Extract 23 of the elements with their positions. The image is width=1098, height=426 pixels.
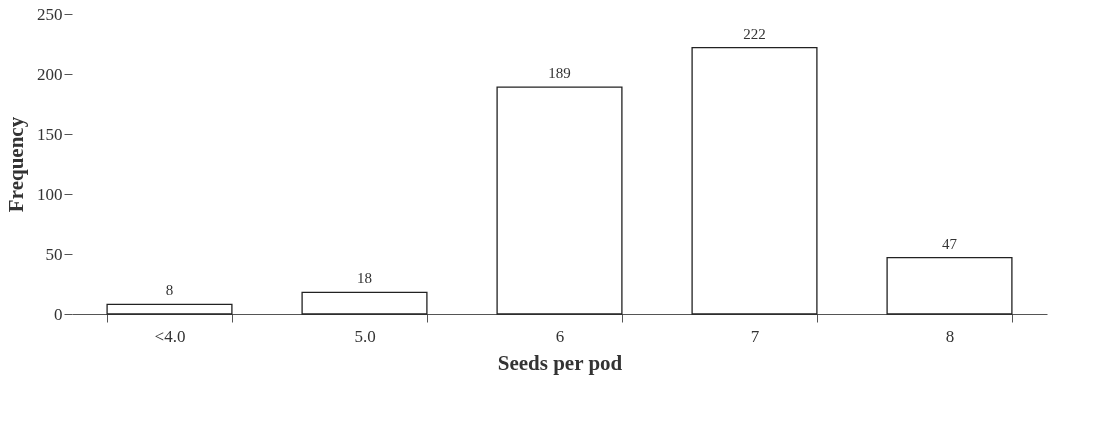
y-axis-title: Frequency (4, 116, 28, 213)
y-tick-label: 100 (37, 184, 63, 204)
data-label: 18 (357, 270, 372, 287)
x-tick-label: <4.0 (154, 326, 186, 346)
y-tick-label: 150 (37, 124, 63, 144)
y-tick-label: 50 (45, 244, 63, 264)
data-label: 8 (165, 282, 174, 299)
bar (496, 86, 623, 315)
bar (691, 46, 818, 315)
data-label: 189 (548, 65, 571, 82)
data-label: 222 (743, 25, 766, 42)
x-axis-title: Seeds per pod (497, 350, 623, 375)
bar (301, 291, 428, 315)
y-tick-label: 250 (37, 4, 63, 24)
y-tick-label: 0 (54, 304, 63, 324)
x-tick-label: 6 (555, 326, 565, 346)
x-tick-label: 7 (750, 326, 760, 346)
data-label: 47 (942, 235, 958, 252)
y-tick-label: 200 (37, 64, 63, 84)
x-tick-label: 5.0 (354, 326, 376, 346)
x-tick-label: 8 (945, 326, 955, 346)
bar (886, 256, 1013, 315)
bar (106, 303, 233, 315)
